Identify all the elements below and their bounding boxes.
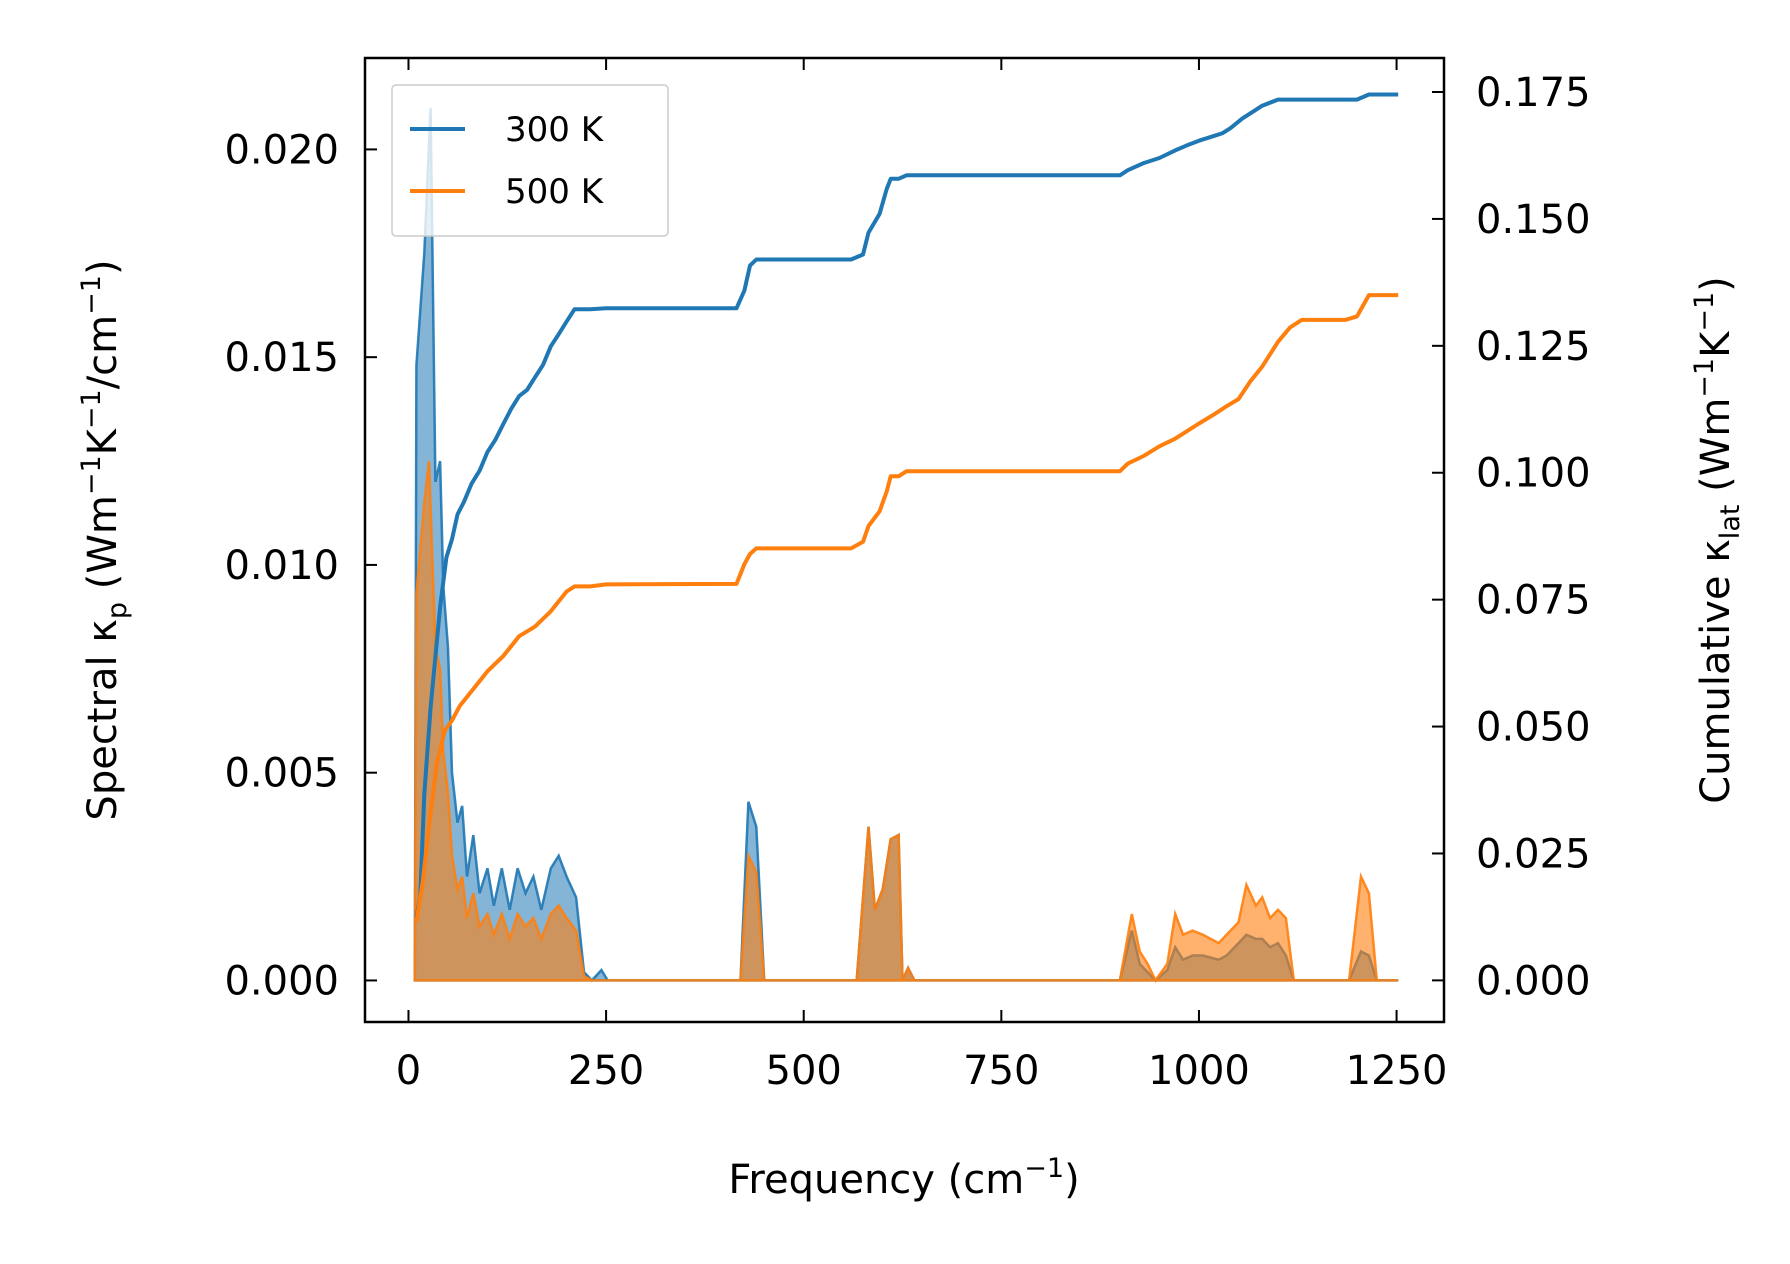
cumulative-line-500k [414, 293, 1399, 922]
y-left-tick-label: 0.010 [224, 543, 339, 589]
y-left-tick-label: 0.020 [224, 127, 339, 173]
x-tick-label: 500 [766, 1048, 842, 1094]
legend: 300 K 500 K [391, 84, 669, 237]
legend-label-300k: 300 K [505, 110, 605, 150]
x-tick-label: 0 [396, 1048, 421, 1094]
y-left-tick-label: 0.015 [224, 335, 339, 381]
y-right-tick-label: 0.100 [1476, 451, 1591, 497]
y-axis-left-title: Spectral κp (Wm−1K−1/cm−1) [76, 259, 133, 820]
x-tick-label: 750 [963, 1048, 1039, 1094]
cumulative-line-300k [414, 92, 1399, 919]
y-right-tick-label: 0.175 [1476, 70, 1591, 116]
x-tick-label: 1000 [1148, 1048, 1250, 1094]
x-tick-label: 250 [568, 1048, 644, 1094]
y-left-tick-label: 0.005 [224, 751, 339, 797]
y-right-tick-label: 0.125 [1476, 324, 1591, 370]
y-right-tick-label: 0.075 [1476, 578, 1591, 624]
spectral-area-300k [413, 107, 1399, 983]
y-right-tick-label: 0.025 [1476, 831, 1591, 877]
plot-frame [363, 56, 1446, 1024]
y-right-tick-label: 0.000 [1476, 958, 1591, 1004]
x-axis-title: Frequency (cm−1) [728, 1153, 1079, 1203]
x-axis: 0 250 500 750 1000 1250 [396, 58, 1448, 1094]
y-right-tick-label: 0.050 [1476, 705, 1591, 751]
legend-frame [391, 84, 669, 237]
y-axis-left: 0.000 0.005 0.010 0.015 0.020 [224, 127, 377, 1004]
spectral-area-500k [413, 460, 1399, 983]
legend-label-500k: 500 K [505, 172, 605, 212]
y-right-tick-label: 0.150 [1476, 197, 1591, 243]
plot-area [413, 92, 1399, 983]
y-axis-right-title: Cumulative κlat (Wm−1K−1) [1689, 276, 1746, 804]
y-axis-right: 0.000 0.025 0.050 0.075 0.100 0.125 0.150 0.175 [1432, 70, 1591, 1004]
x-tick-label: 1250 [1346, 1048, 1448, 1094]
y-left-tick-label: 0.000 [224, 958, 339, 1004]
